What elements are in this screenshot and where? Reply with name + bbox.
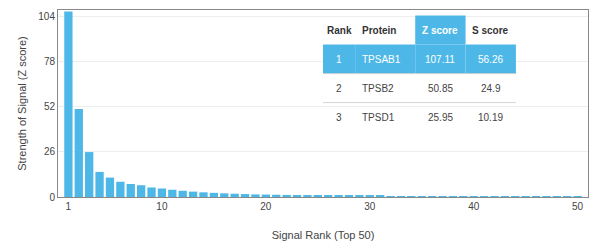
svg-text:24.9: 24.9 [481,83,501,94]
svg-text:0: 0 [49,192,55,203]
svg-text:107.11: 107.11 [425,54,455,65]
svg-text:30: 30 [364,201,376,212]
svg-text:TPSAB1: TPSAB1 [362,54,401,65]
svg-text:1: 1 [336,54,342,65]
svg-text:26: 26 [44,146,56,157]
svg-text:40: 40 [468,201,480,212]
svg-text:20: 20 [260,201,272,212]
svg-text:78: 78 [44,56,56,67]
svg-text:2: 2 [336,83,342,94]
svg-text:10.19: 10.19 [478,112,503,123]
svg-text:50.85: 50.85 [428,83,453,94]
svg-text:104: 104 [38,11,55,22]
svg-text:52: 52 [44,101,56,112]
svg-text:25.95: 25.95 [428,112,453,123]
svg-text:1: 1 [66,201,72,212]
svg-text:TPSB2: TPSB2 [362,83,394,94]
svg-text:10: 10 [156,201,168,212]
svg-text:Z score: Z score [422,25,458,36]
svg-text:S score: S score [472,25,509,36]
svg-text:Strength of Signal (Z score): Strength of Signal (Z score) [16,36,28,171]
svg-text:56.26: 56.26 [478,54,503,65]
svg-text:Rank: Rank [327,25,352,36]
svg-text:TPSD1: TPSD1 [362,112,395,123]
svg-text:3: 3 [336,112,342,123]
svg-text:50: 50 [572,201,584,212]
svg-text:Protein: Protein [362,25,396,36]
svg-text:Signal Rank (Top 50): Signal Rank (Top 50) [272,229,375,241]
